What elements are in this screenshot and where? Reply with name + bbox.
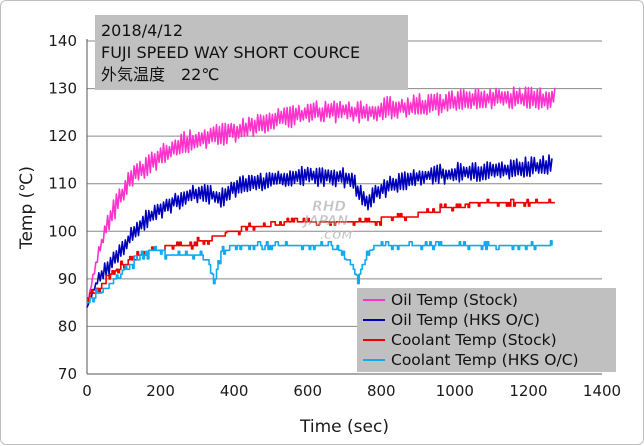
legend: Oil Temp (Stock) Oil Temp (HKS O/C) Coolan… [357,288,616,372]
y-tick-label: 110 [48,175,77,193]
info-box-bg [95,15,408,90]
watermark-line3: .COM [320,229,353,242]
x-axis-title: Time (sec) [299,417,389,437]
series-line-0 [86,86,556,308]
x-tick-label: 1000 [436,382,474,400]
legend-label-3: Coolant Temp (HKS O/C) [391,351,579,369]
series-line-1 [86,154,553,308]
y-tick-label: 90 [58,270,77,288]
x-tick-label: 600 [293,382,322,400]
y-tick-label: 140 [48,32,77,50]
info-course: FUJI SPEED WAY SHORT COURCE [101,43,360,62]
x-tick-label: 0 [82,382,92,400]
info-date: 2018/4/12 [101,21,183,40]
watermark-line1: RHD [312,199,346,215]
x-tick-label: 400 [220,382,249,400]
y-tick-label: 70 [58,365,77,383]
legend-label-0: Oil Temp (Stock) [391,291,518,309]
y-tick-label: 100 [48,222,77,240]
legend-label-1: Oil Temp (HKS O/C) [391,311,540,329]
y-tick-label: 120 [48,127,77,145]
x-tick-label: 200 [146,382,175,400]
x-tick-label: 1400 [583,382,621,400]
watermark-line2: JAPAN [301,214,348,229]
info-box: 2018/4/12 FUJI SPEED WAY SHORT COURCE 外気… [95,15,408,90]
y-tick-label: 130 [48,80,77,98]
series-line-2 [87,198,555,303]
y-tick-label: 80 [58,317,77,335]
y-axis-title: Temp (℃) [17,166,37,250]
x-tick-label: 1200 [509,382,547,400]
x-tick-label: 800 [367,382,396,400]
info-ambient-temp: 外気温度 22℃ [101,65,219,84]
series-lines [86,86,556,308]
legend-bg [357,288,616,372]
legend-label-2: Coolant Temp (Stock) [391,331,557,349]
series-line-3 [87,240,553,304]
watermark-logo: RHD JAPAN .COM [301,199,353,243]
